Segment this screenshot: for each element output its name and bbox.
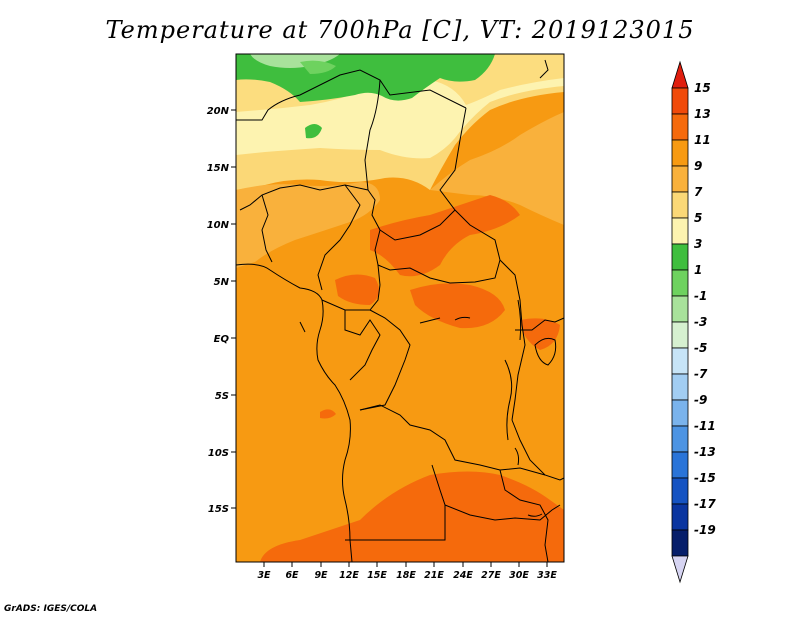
- lon-label-15e: 15E: [367, 570, 387, 581]
- colorbar-label-5: 5: [694, 211, 702, 225]
- field-core-11-13-lakes: [520, 318, 560, 350]
- lon-label-18e: 18E: [396, 570, 416, 581]
- colorbar-swatch: [671, 243, 689, 271]
- field-core-11-13-drc: [410, 283, 505, 329]
- lon-label-27e: 27E: [481, 570, 501, 581]
- lat-label-eq: EQ: [214, 334, 230, 345]
- field-core-11-13-central: [370, 195, 520, 277]
- colorbar-swatch: [671, 425, 689, 453]
- field-blob-green: [305, 124, 322, 139]
- colorbar-swatch: [671, 477, 689, 505]
- colorbar-label-m19: -19: [694, 523, 716, 537]
- colorbar-label-m9: -9: [694, 393, 707, 407]
- longitude-axis: 3E 6E 9E 12E 15E 18E 21E 24E 27E 30E 33E: [257, 562, 557, 581]
- colorbar-label-m1: -1: [694, 289, 707, 303]
- lat-label-5n: 5N: [214, 277, 230, 288]
- field-core-small: [320, 409, 336, 419]
- lon-label-33e: 33E: [537, 570, 557, 581]
- colorbar-swatch: [671, 217, 689, 245]
- lon-label-24e: 24E: [453, 570, 473, 581]
- field-band-cold: [250, 54, 340, 68]
- temperature-map: [235, 53, 565, 563]
- colorbar-label-13: 13: [694, 107, 711, 121]
- colorbar-label-m11: -11: [694, 419, 716, 433]
- colorbar-swatch: [671, 165, 689, 193]
- colorbar-swatch: [671, 451, 689, 479]
- colorbar-swatch: [671, 269, 689, 297]
- colorbar-swatch: [671, 113, 689, 141]
- colorbar-label-m17: -17: [694, 497, 716, 511]
- field-band-7-9-east: [430, 112, 564, 225]
- colorbar-label-m15: -15: [694, 471, 716, 485]
- colorbar-label-3: 3: [694, 237, 702, 251]
- colorbar-label-m3: -3: [694, 315, 707, 329]
- lat-label-20n: 20N: [207, 106, 230, 117]
- lat-label-15s: 15S: [208, 504, 229, 515]
- colorbar-swatch: [671, 87, 689, 115]
- map-frame: [235, 53, 565, 563]
- colorbar-swatch: [671, 399, 689, 427]
- colorbar-swatch: [671, 503, 689, 531]
- lon-label-30e: 30E: [509, 570, 529, 581]
- colorbar-swatch: [671, 191, 689, 219]
- grads-credit: GrADS: IGES/COLA: [4, 604, 98, 614]
- field-core-11-13-south: [260, 471, 564, 562]
- colorbar-label-11: 11: [694, 133, 711, 147]
- colorbar-swatch: [671, 60, 689, 89]
- colorbar: 15 13 11 9 7 5 3 1 -1 -3 -5 -7 -9 -11 -1…: [671, 60, 716, 584]
- colorbar-swatch: [671, 529, 689, 557]
- colorbar-label-m7: -7: [694, 367, 708, 381]
- colorbar-swatch: [671, 139, 689, 167]
- lat-label-15n: 15N: [207, 163, 230, 174]
- colorbar-label-1: 1: [694, 263, 702, 277]
- colorbar-swatch: [671, 555, 689, 584]
- colorbar-swatch: [671, 295, 689, 323]
- map-title: Temperature at 700hPa [C], VT: 201912301…: [105, 16, 695, 44]
- colorbar-swatch: [671, 321, 689, 349]
- lat-label-10n: 10N: [207, 220, 230, 231]
- country-borders: [235, 59, 565, 563]
- colorbar-label-m5: -5: [694, 341, 707, 355]
- colorbar-label-7: 7: [694, 185, 703, 199]
- lon-label-21e: 21E: [424, 570, 444, 581]
- colorbar-label-9: 9: [694, 159, 702, 173]
- colorbar-swatch: [671, 347, 689, 375]
- lon-label-3e: 3E: [257, 570, 271, 581]
- colorbar-label-m13: -13: [694, 445, 716, 459]
- lon-label-6e: 6E: [285, 570, 299, 581]
- latitude-axis: 20N 15N 10N 5N EQ 5S 10S 15S: [207, 106, 236, 515]
- field-band-cold2: [300, 60, 336, 74]
- field-band-7-9-west: [236, 182, 380, 268]
- lon-label-9e: 9E: [314, 570, 328, 581]
- lat-label-10s: 10S: [208, 448, 229, 459]
- colorbar-swatch: [671, 373, 689, 401]
- field-core-11-13-cameroon: [335, 274, 379, 305]
- lon-label-12e: 12E: [339, 570, 359, 581]
- colorbar-label-15: 15: [694, 81, 711, 95]
- lat-label-5s: 5S: [215, 391, 229, 402]
- colorbar-swatches: [671, 60, 689, 584]
